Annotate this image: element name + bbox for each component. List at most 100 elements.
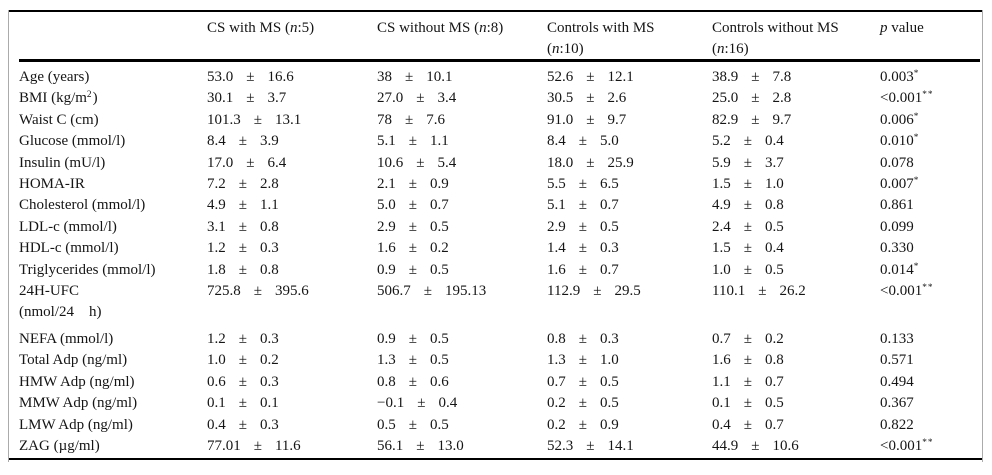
cell-p-value: 0.003* [880, 68, 920, 85]
mean-value: 5.2 [712, 133, 731, 150]
plus-minus-symbol: ± [743, 197, 752, 214]
mean-value: 2.9 [547, 218, 566, 235]
plus-minus-symbol: ± [593, 283, 602, 300]
plus-minus-symbol: ± [408, 176, 417, 193]
table-row: NEFA (mmol/l) 1.2 ±0.3 0.9 ±0.5 0.8 ±0.3 0.… [19, 329, 980, 350]
cell-cs-without-ms: 56.1 ±13.0 [377, 436, 547, 457]
sd-value: 25.9 [607, 154, 634, 171]
mean-value: 3.1 [207, 218, 226, 235]
sd-value: 0.4 [438, 395, 458, 412]
cell-controls-without-ms: 4.9 ±0.8 [712, 195, 880, 216]
plus-minus-symbol: ± [246, 90, 255, 107]
cell-p-value: 0.099 [880, 218, 914, 235]
plus-minus-symbol: ± [238, 240, 247, 257]
row-label: Total Adp (ng/ml) [19, 352, 128, 369]
plus-minus-symbol: ± [743, 373, 752, 390]
cell-p-value: 0.007* [880, 175, 920, 193]
mean-value: 0.2 [547, 395, 566, 412]
cell-p-value: 0.861 [880, 197, 914, 214]
cell-cs-without-ms: 27.0 ±3.4 [377, 88, 547, 109]
plus-minus-symbol: ± [751, 90, 760, 107]
plus-minus-symbol: ± [238, 416, 247, 433]
cell-p-value: 0.822 [880, 416, 914, 433]
sd-value: 3.7 [267, 90, 287, 107]
plus-minus-symbol: ± [238, 261, 247, 278]
plus-minus-symbol: ± [743, 218, 752, 235]
plus-minus-symbol: ± [578, 261, 587, 278]
cell-controls-with-ms: 1.4 ±0.3 [547, 238, 712, 259]
table-row: 24H-UFC (nmol/24 h) 725.8 ±395.6 506.7 ±195… [19, 281, 980, 324]
plus-minus-symbol: ± [238, 395, 247, 412]
sd-value: 0.5 [429, 352, 449, 369]
sd-value: 0.5 [764, 395, 784, 412]
sd-value: 0.7 [599, 197, 619, 214]
cell-controls-without-ms: 1.5 ±0.4 [712, 238, 880, 259]
mean-value: 1.2 [207, 240, 226, 257]
row-label: Glucose (mmol/l) [19, 133, 126, 150]
sd-value: 13.1 [274, 111, 302, 128]
sd-value: 0.8 [259, 261, 279, 278]
sd-value: 0.7 [764, 416, 784, 433]
sd-value: 10.6 [772, 437, 799, 454]
cell-cs-with-ms: 17.0 ±6.4 [207, 153, 377, 174]
sd-value: 6.4 [267, 154, 287, 171]
plus-minus-symbol: ± [408, 373, 417, 390]
table-row: Triglycerides (mmol/l) 1.8 ±0.8 0.9 ±0.5 1… [19, 260, 980, 281]
mean-value: 0.2 [547, 416, 566, 433]
plus-minus-symbol: ± [578, 218, 587, 235]
plus-minus-symbol: ± [405, 111, 414, 128]
cell-cs-without-ms: 0.9 ±0.5 [377, 260, 547, 281]
cell-controls-with-ms: 30.5 ±2.6 [547, 88, 712, 109]
cell-cs-without-ms: 0.8 ±0.6 [377, 372, 547, 393]
cell-cs-with-ms: 3.1 ±0.8 [207, 217, 377, 238]
plus-minus-symbol: ± [578, 395, 587, 412]
plus-minus-symbol: ± [743, 330, 752, 347]
cell-cs-without-ms: 2.1 ±0.9 [377, 174, 547, 195]
cell-p-value: 0.078 [880, 154, 914, 171]
mean-value: 110.1 [712, 283, 746, 300]
header-cs-with-ms: CS with MS (n:5) [207, 20, 315, 36]
cell-cs-without-ms: 1.6 ±0.2 [377, 238, 547, 259]
mean-value: 5.9 [712, 154, 731, 171]
sd-value: 0.5 [599, 395, 619, 412]
plus-minus-symbol: ± [751, 69, 760, 85]
mean-value: 17.0 [207, 154, 234, 171]
row-label: BMI (kg/m2) [19, 90, 98, 107]
cell-cs-with-ms: 1.2 ±0.3 [207, 329, 377, 350]
mean-value: 0.9 [377, 261, 396, 278]
plus-minus-symbol: ± [743, 395, 752, 412]
table-row: Age (years) 53.0 ±16.6 38 ±10.1 52.6 ±12.1 … [19, 67, 980, 88]
plus-minus-symbol: ± [586, 437, 595, 454]
mean-value: 78 [377, 111, 392, 128]
mean-value: 1.6 [377, 240, 396, 257]
mean-value: 2.9 [377, 218, 396, 235]
plus-minus-symbol: ± [743, 133, 752, 150]
plus-minus-symbol: ± [253, 283, 262, 300]
cell-cs-with-ms: 0.4 ±0.3 [207, 415, 377, 436]
sd-value: 0.2 [429, 240, 449, 257]
cell-cs-with-ms: 77.01 ±11.6 [207, 436, 377, 457]
mean-value: 30.1 [207, 90, 234, 107]
cell-p-value: 0.133 [880, 330, 914, 347]
sd-value: 0.5 [429, 261, 449, 278]
sd-value: 0.3 [599, 330, 619, 347]
sd-value: 0.8 [764, 197, 784, 214]
plus-minus-symbol: ± [408, 416, 417, 433]
results-table: CS with MS (n:5) CS without MS (n:8) Con… [8, 10, 983, 462]
plus-minus-symbol: ± [586, 90, 595, 107]
sd-value: 2.8 [259, 176, 279, 193]
cell-controls-with-ms: 52.3 ±14.1 [547, 436, 712, 457]
mean-value: 1.5 [712, 240, 731, 257]
row-label: Waist C (cm) [19, 111, 99, 128]
cell-cs-without-ms: 38 ±10.1 [377, 67, 547, 88]
table-row: HDL-c (mmol/l) 1.2 ±0.3 1.6 ±0.2 1.4 ±0.3 1… [19, 238, 980, 259]
table-row: LMW Adp (ng/ml) 0.4 ±0.3 0.5 ±0.5 0.2 ±0.9 … [19, 415, 980, 436]
cell-controls-with-ms: 52.6 ±12.1 [547, 67, 712, 88]
sd-value: 1.1 [429, 133, 449, 150]
cell-cs-with-ms: 725.8 ±395.6 [207, 281, 377, 324]
sd-value: 2.8 [772, 90, 792, 107]
table-row: Cholesterol (mmol/l) 4.9 ±1.1 5.0 ±0.7 5.1… [19, 195, 980, 216]
plus-minus-symbol: ± [416, 90, 425, 107]
plus-minus-symbol: ± [238, 176, 247, 193]
cell-p-value: 0.014* [880, 261, 920, 278]
